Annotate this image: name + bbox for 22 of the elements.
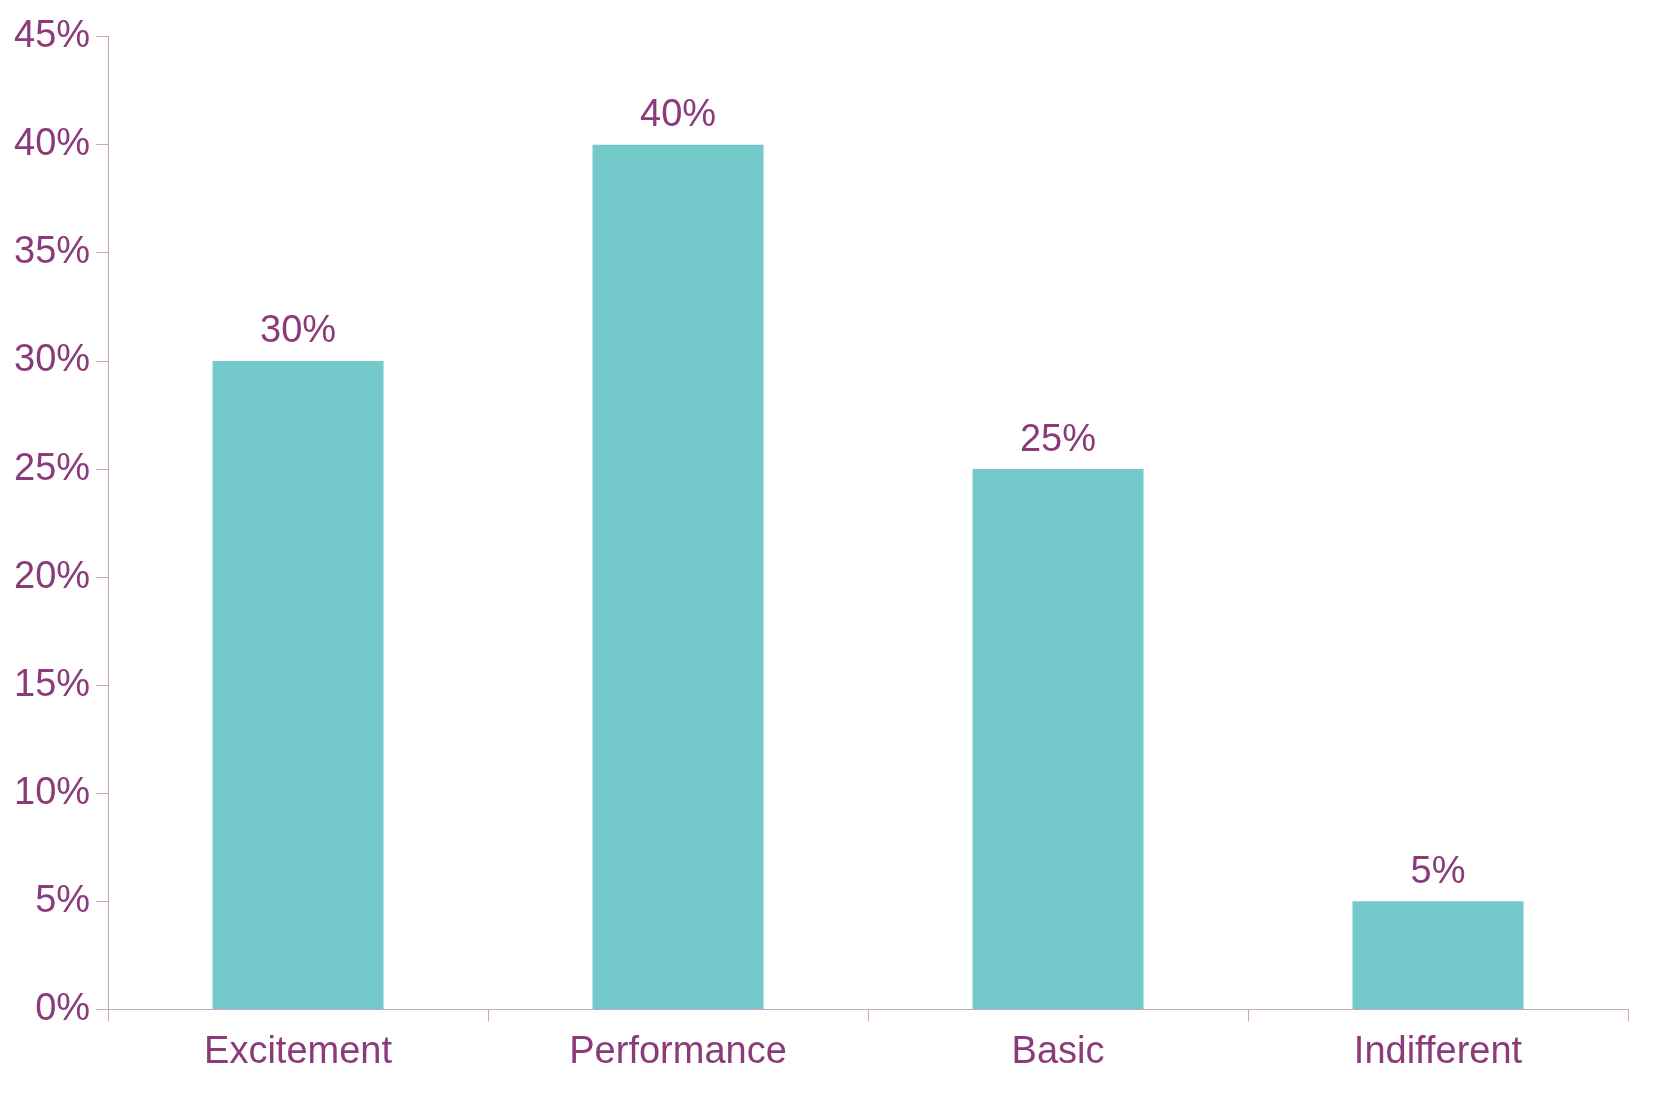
x-tick-label: Excitement bbox=[204, 1028, 393, 1071]
bar bbox=[592, 144, 764, 1009]
data-label: 25% bbox=[1019, 416, 1097, 459]
y-tick-label: 45% bbox=[13, 13, 91, 56]
y-tick-label: 40% bbox=[13, 121, 91, 164]
y-tick-label: 10% bbox=[13, 769, 91, 812]
x-tick-label: Indifferent bbox=[1353, 1028, 1523, 1071]
y-tick-label: 30% bbox=[13, 337, 91, 380]
y-tick-label: 20% bbox=[13, 553, 91, 596]
x-tick-label: Performance bbox=[569, 1028, 787, 1071]
data-label: 5% bbox=[1410, 848, 1466, 891]
x-tick-label: Basic bbox=[1011, 1028, 1105, 1071]
data-label: 30% bbox=[260, 308, 337, 351]
y-tick-label: 25% bbox=[13, 445, 91, 488]
bar bbox=[1352, 901, 1524, 1009]
y-tick-label: 35% bbox=[13, 229, 91, 272]
data-label: 40% bbox=[640, 92, 717, 135]
y-tick-label: 15% bbox=[13, 661, 91, 704]
y-tick-label: 5% bbox=[35, 877, 91, 920]
bar bbox=[212, 361, 384, 1009]
y-tick-label: 0% bbox=[35, 985, 91, 1028]
bar bbox=[972, 469, 1144, 1009]
